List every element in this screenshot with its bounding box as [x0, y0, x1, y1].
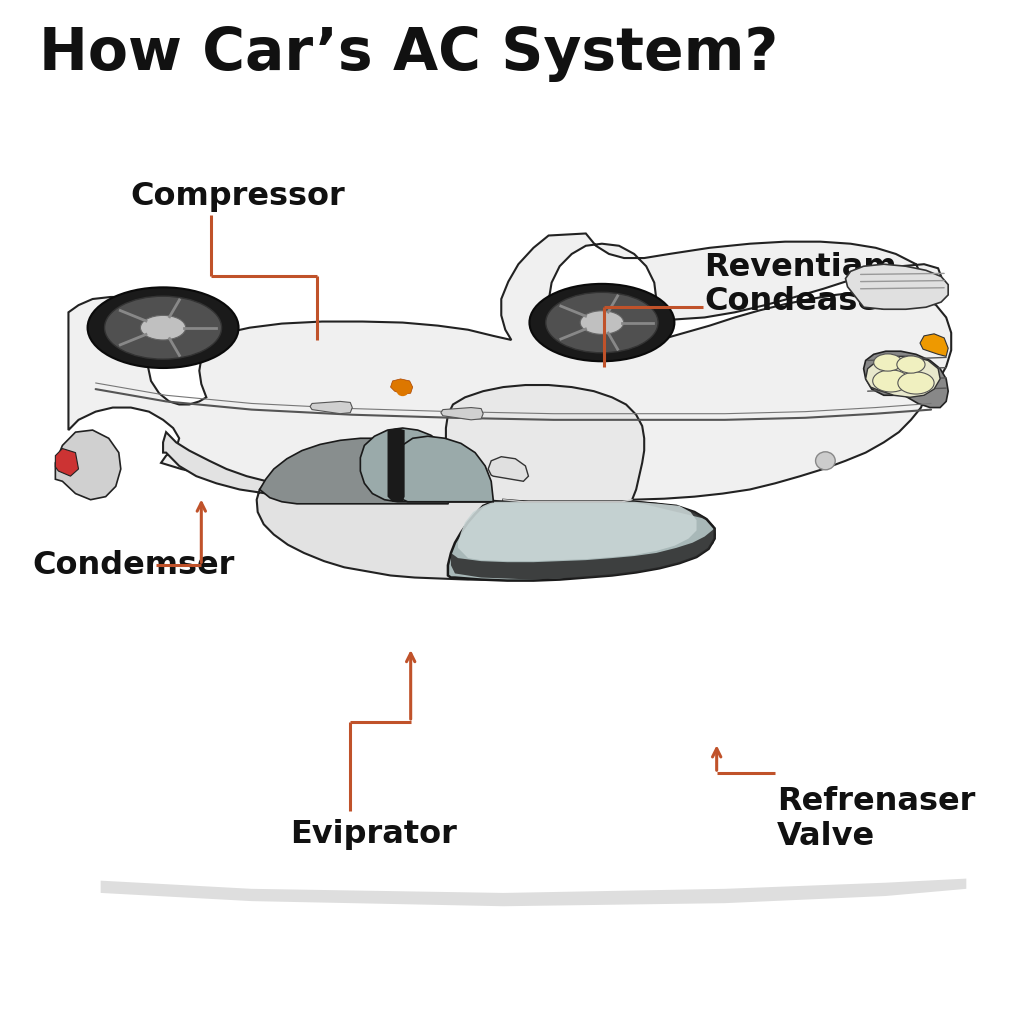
Polygon shape	[55, 430, 121, 500]
Ellipse shape	[897, 356, 925, 373]
Polygon shape	[360, 428, 451, 502]
Polygon shape	[846, 264, 948, 309]
Ellipse shape	[873, 354, 902, 371]
Polygon shape	[863, 351, 948, 408]
Ellipse shape	[88, 288, 239, 368]
Polygon shape	[451, 502, 715, 580]
Polygon shape	[387, 428, 404, 502]
Ellipse shape	[546, 292, 658, 353]
Polygon shape	[445, 385, 644, 502]
Ellipse shape	[898, 372, 934, 394]
Text: Reventiam
Condeaser: Reventiam Condeaser	[705, 252, 897, 317]
Polygon shape	[920, 334, 948, 356]
Text: Eviprator: Eviprator	[290, 819, 457, 850]
Polygon shape	[488, 457, 528, 481]
Ellipse shape	[815, 452, 836, 470]
Polygon shape	[390, 436, 494, 502]
Polygon shape	[390, 379, 413, 394]
Text: Compressor: Compressor	[131, 181, 346, 212]
Polygon shape	[55, 449, 79, 476]
Polygon shape	[100, 879, 967, 906]
Text: Refrenaser
Valve: Refrenaser Valve	[777, 786, 976, 852]
Polygon shape	[865, 356, 940, 397]
Ellipse shape	[529, 284, 675, 361]
Text: How Car’s AC System?: How Car’s AC System?	[39, 25, 778, 82]
Polygon shape	[69, 233, 951, 500]
Polygon shape	[458, 502, 696, 561]
Polygon shape	[447, 502, 715, 581]
Ellipse shape	[581, 310, 624, 335]
Polygon shape	[441, 408, 483, 420]
Ellipse shape	[396, 386, 409, 396]
Polygon shape	[310, 401, 352, 414]
Ellipse shape	[104, 296, 221, 359]
Text: Condemser: Condemser	[32, 550, 234, 581]
Polygon shape	[260, 438, 451, 504]
Polygon shape	[163, 432, 715, 580]
Ellipse shape	[140, 315, 185, 340]
Ellipse shape	[872, 370, 909, 392]
